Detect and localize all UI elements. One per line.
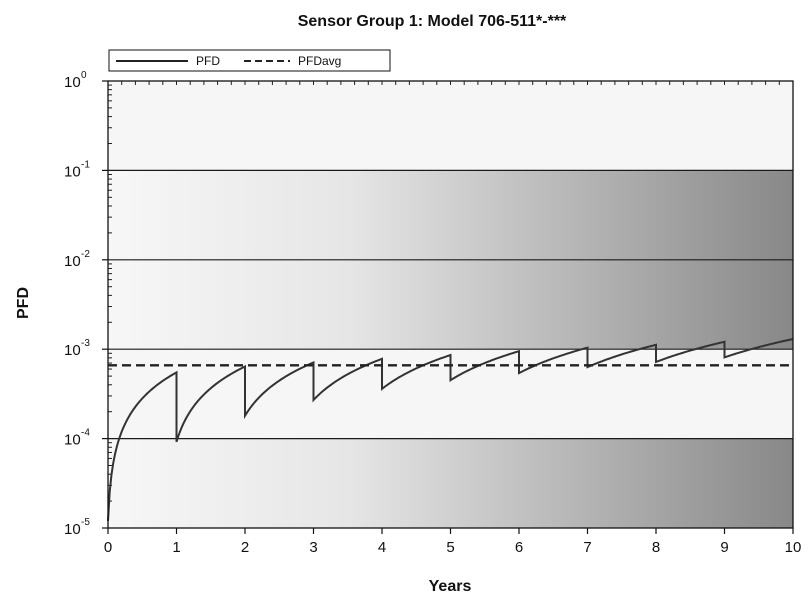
x-tick-label-7: 7 <box>583 539 591 556</box>
y-tick-label--3: 10 <box>64 342 81 359</box>
risk-band-2 <box>108 259 793 350</box>
x-axis-label: Years <box>429 578 472 595</box>
y-tick-exponent--1: -1 <box>81 159 90 170</box>
y-tick-exponent--3: -3 <box>81 338 90 349</box>
x-tick-label-9: 9 <box>720 539 728 556</box>
x-tick-label-10: 10 <box>785 539 802 556</box>
legend-label-pfd: PFD <box>196 54 220 68</box>
y-tick-exponent--2: -2 <box>81 249 90 260</box>
series-line-pfd <box>107 338 794 521</box>
x-tick-label-6: 6 <box>515 539 523 556</box>
x-tick-label-2: 2 <box>241 539 249 556</box>
legend: PFD PFDavg <box>108 49 391 72</box>
risk-band-3 <box>108 170 793 260</box>
y-tick-label-0: 10 <box>64 74 81 91</box>
minor-ticks <box>107 81 794 502</box>
decade-gridlines <box>108 169 793 440</box>
legend-label-pfdavg: PFDavg <box>298 54 341 68</box>
x-tick-label-8: 8 <box>652 539 660 556</box>
risk-band-1 <box>108 438 793 528</box>
x-tick-label-1: 1 <box>172 539 180 556</box>
risk-bands <box>108 170 793 528</box>
x-tick-labels: 0 1 2 3 4 5 6 7 8 9 10 <box>104 528 802 556</box>
y-tick-exponent--4: -4 <box>81 428 90 439</box>
y-tick-exponent--5: -5 <box>81 517 90 528</box>
y-tick-label--1: 10 <box>64 163 81 180</box>
y-axis-label: PFD <box>15 287 32 319</box>
x-tick-label-4: 4 <box>378 539 386 556</box>
y-tick-label--5: 10 <box>64 521 81 538</box>
chart-title: Sensor Group 1: Model 706-511*-*** <box>298 13 567 30</box>
x-tick-label-5: 5 <box>446 539 454 556</box>
x-tick-label-0: 0 <box>104 539 112 556</box>
x-tick-label-3: 3 <box>309 539 317 556</box>
y-tick-label--4: 10 <box>64 432 81 449</box>
series-lines <box>107 338 794 521</box>
y-tick-exponent-0: 0 <box>81 70 87 81</box>
y-tick-label--2: 10 <box>64 253 81 270</box>
